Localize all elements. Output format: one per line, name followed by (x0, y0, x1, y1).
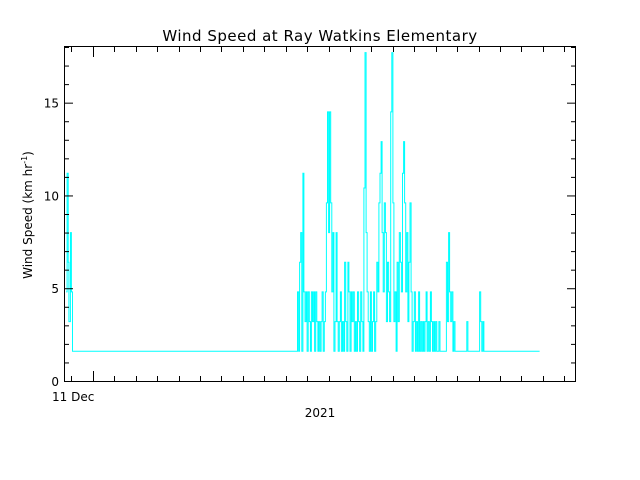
y-axis-ticks: 0 5 10 15 (44, 47, 575, 389)
x-axis-ticks (71, 47, 565, 381)
y-tick-label: 0 (51, 375, 59, 389)
y-tick-label: 5 (51, 282, 59, 296)
chart-title: Wind Speed at Ray Watkins Elementary (162, 27, 477, 45)
y-axis-label-suffix: ) (21, 151, 35, 156)
plot-area: 0 5 10 15 (44, 46, 576, 389)
wind-speed-series-line (66, 52, 540, 352)
y-tick-label: 15 (44, 97, 59, 111)
x-tick-label-11-dec: 11 Dec (52, 390, 94, 404)
x-axis-label: 2021 (305, 406, 336, 420)
y-axis-label-prefix: Wind Speed (km hr (21, 164, 35, 279)
y-axis-label: Wind Speed (km hr-1) (20, 151, 35, 279)
y-tick-label: 10 (44, 189, 59, 203)
plot-frame (64, 46, 576, 382)
y-axis-label-superscript: -1 (20, 156, 29, 164)
